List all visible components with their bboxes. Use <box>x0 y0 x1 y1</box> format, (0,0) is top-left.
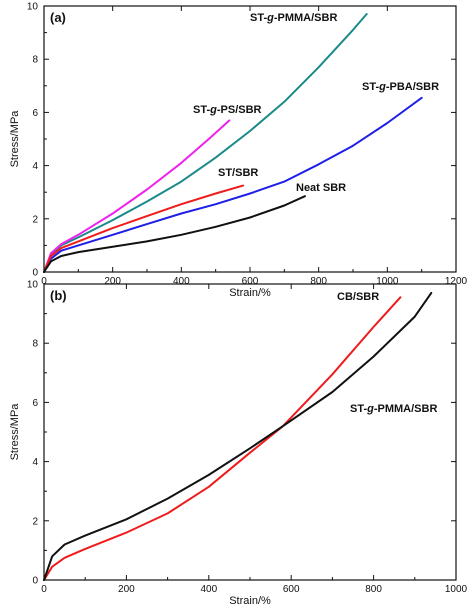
panel-label: (a) <box>50 10 66 25</box>
series-line-st-g-pmma-sbr <box>43 291 433 581</box>
series-label: ST-g-PMMA/SBR <box>350 403 437 415</box>
series-label: ST-g-PMMA/SBR <box>250 12 337 24</box>
x-axis-label: Strain/% <box>229 595 271 607</box>
series-label: Neat SBR <box>296 182 346 194</box>
y-tick-label: 10 <box>27 2 39 13</box>
x-tick-label: 0 <box>41 584 47 595</box>
y-tick-label: 8 <box>32 55 38 66</box>
x-tick-label: 800 <box>365 584 382 595</box>
x-tick-label: 600 <box>283 584 300 595</box>
series-line-neat-sbr <box>43 195 306 273</box>
series-label: CB/SBR <box>337 291 379 303</box>
x-axis-label: Strain/% <box>229 287 271 299</box>
series-line-st-g-ps-sbr <box>43 119 231 273</box>
y-tick-label: 8 <box>32 339 38 350</box>
y-axis-label: Stress/MPa <box>9 403 21 461</box>
y-tick-label: 2 <box>32 516 38 527</box>
series-label: ST-g-PBA/SBR <box>362 81 439 93</box>
y-tick-label: 4 <box>32 161 38 172</box>
x-tick-label: 600 <box>242 276 259 287</box>
series-line-st-sbr <box>43 184 245 273</box>
y-tick-label: 0 <box>32 268 38 279</box>
series-label: ST/SBR <box>218 167 258 179</box>
x-tick-label: 200 <box>104 276 121 287</box>
y-axis-label: Stress/MPa <box>9 110 21 168</box>
x-tick-label: 800 <box>310 276 327 287</box>
series-label: ST-g-PS/SBR <box>193 104 262 116</box>
y-tick-label: 6 <box>32 398 38 409</box>
x-tick-label: 1200 <box>445 276 468 287</box>
y-tick-label: 0 <box>32 576 38 587</box>
y-tick-label: 10 <box>27 280 39 291</box>
plot-frame <box>43 283 457 581</box>
panel-label: (b) <box>50 288 67 303</box>
y-tick-label: 2 <box>32 214 38 225</box>
x-tick-label: 400 <box>173 276 190 287</box>
series-line-cb-sbr <box>43 296 402 581</box>
x-tick-label: 400 <box>200 584 217 595</box>
x-tick-label: 1000 <box>376 276 399 287</box>
y-tick-label: 4 <box>32 457 38 468</box>
y-tick-label: 6 <box>32 108 38 119</box>
plot-frame <box>43 5 457 273</box>
x-tick-label: 1000 <box>445 584 468 595</box>
series-line-st-g-pba-sbr <box>43 96 423 273</box>
x-tick-label: 200 <box>118 584 135 595</box>
chart-panel-b: 0 200 400 600 800 1000 0 2 4 6 8 10 Strain/% Stress/M… <box>9 280 468 608</box>
chart-panel-a: 0 200 400 600 800 1000 1200 0 2 4 6 8 10 Strain/% Stre… <box>9 2 468 300</box>
x-tick-label: 0 <box>41 276 47 287</box>
